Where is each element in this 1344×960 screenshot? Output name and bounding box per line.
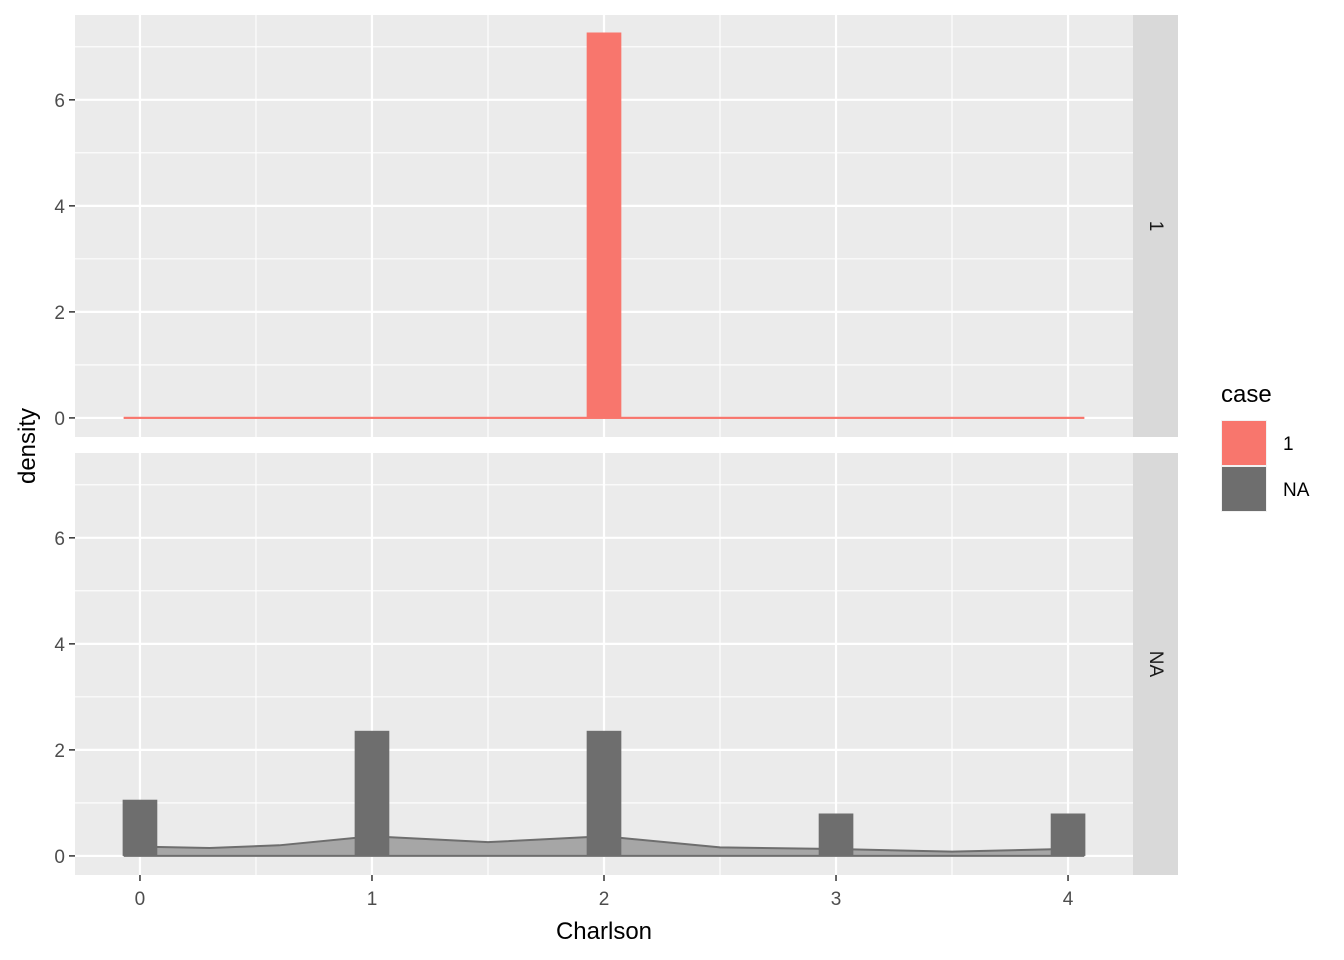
histogram-bar <box>586 730 622 856</box>
legend-title: case <box>1221 381 1272 408</box>
x-tick-label: 4 <box>1063 889 1074 910</box>
x-tick-label: 0 <box>135 889 146 910</box>
legend: case 1 NA <box>1221 381 1310 512</box>
y-tick-label: 4 <box>54 197 65 218</box>
facet-strip <box>1133 453 1178 875</box>
panel-1: 0 2 4 6 1 <box>54 15 1178 437</box>
histogram-bar <box>354 730 390 856</box>
facet-strip-label: NA <box>1145 651 1166 678</box>
y-tick-label: 2 <box>54 303 65 324</box>
histogram-bar <box>1050 813 1086 856</box>
histogram-bar <box>122 799 158 856</box>
panel-2: 0 2 4 6 NA <box>54 453 1178 875</box>
histogram-bar <box>586 32 622 418</box>
density-line <box>123 835 1085 853</box>
facet-strip <box>1133 15 1178 437</box>
y-tick-label: 2 <box>54 741 65 762</box>
x-tick-label: 3 <box>831 889 842 910</box>
legend-key-swatch <box>1222 467 1266 511</box>
legend-label: NA <box>1283 480 1310 501</box>
histogram-bar <box>818 813 854 856</box>
y-tick-label: 4 <box>54 635 65 656</box>
legend-key-swatch <box>1222 421 1266 465</box>
y-tick-label: 0 <box>54 409 65 430</box>
y-tick-label: 0 <box>54 847 65 868</box>
x-tick-label: 2 <box>599 889 610 910</box>
y-tick-label: 6 <box>54 529 65 550</box>
legend-label: 1 <box>1283 434 1294 455</box>
x-tick-label: 1 <box>367 889 378 910</box>
y-axis-title: density <box>14 408 41 484</box>
facet-panels: 0 2 4 6 1 0 2 4 6 NA 0 1 2 3 4 <box>54 15 1178 910</box>
x-axis-title: Charlson <box>556 918 652 945</box>
facet-strip-label: 1 <box>1145 221 1166 232</box>
y-tick-label: 6 <box>54 91 65 112</box>
